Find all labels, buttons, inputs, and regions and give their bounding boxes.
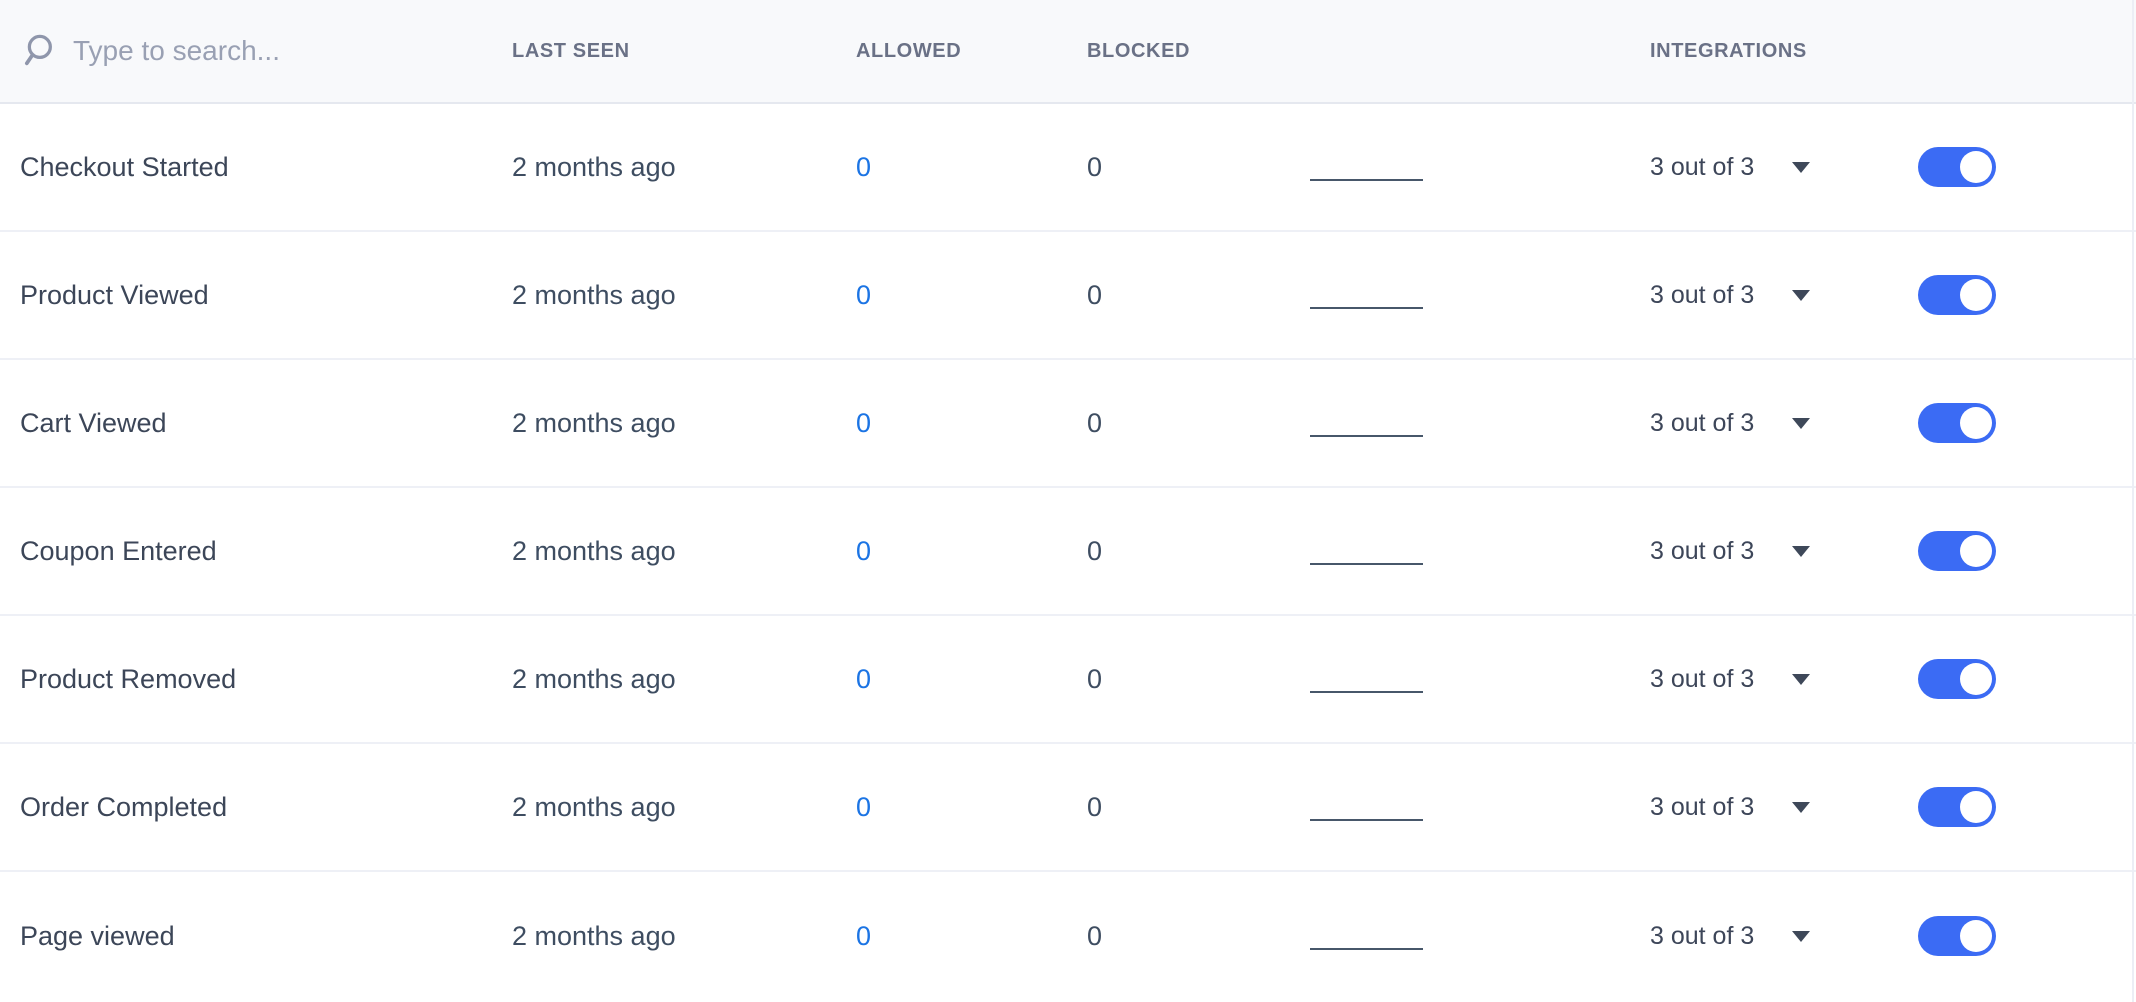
toggle-knob <box>1960 279 1992 311</box>
integrations-count: 3 out of 3 <box>1650 921 1755 950</box>
toggle-knob <box>1960 663 1992 695</box>
last-seen-value: 2 months ago <box>512 151 676 182</box>
integrations-dropdown[interactable]: 3 out of 3 <box>1643 153 1918 182</box>
integrations-dropdown[interactable]: 3 out of 3 <box>1643 665 1918 694</box>
integrations-count: 3 out of 3 <box>1650 152 1755 181</box>
activity-sparkline <box>1310 948 1423 950</box>
activity-sparkline <box>1310 819 1423 821</box>
event-name[interactable]: Order Completed <box>20 791 228 822</box>
toggle-knob <box>1960 151 1992 183</box>
event-name[interactable]: Cart Viewed <box>20 407 167 438</box>
table-row: Page viewed 2 months ago 0 0 3 out of 3 <box>0 872 2136 1000</box>
integrations-dropdown[interactable]: 3 out of 3 <box>1643 409 1918 438</box>
table-row: Order Completed 2 months ago 0 0 3 out o… <box>0 744 2136 872</box>
event-name[interactable]: Product Viewed <box>20 279 209 310</box>
event-enabled-toggle[interactable] <box>1918 659 1996 699</box>
allowed-count-link[interactable]: 0 <box>856 663 872 694</box>
chevron-down-icon <box>1792 417 1811 429</box>
event-enabled-toggle[interactable] <box>1918 275 1996 315</box>
integrations-count: 3 out of 3 <box>1650 536 1755 565</box>
table-row: Coupon Entered 2 months ago 0 0 3 out of… <box>0 488 2136 616</box>
allowed-count-link[interactable]: 0 <box>856 791 872 822</box>
allowed-count-link[interactable]: 0 <box>856 535 872 566</box>
allowed-count-link[interactable]: 0 <box>856 151 872 182</box>
blocked-count: 0 <box>1087 151 1103 182</box>
table-body: Checkout Started 2 months ago 0 0 3 out … <box>0 104 2136 1000</box>
chevron-down-icon <box>1792 930 1811 942</box>
allowed-count-link[interactable]: 0 <box>856 279 872 310</box>
allowed-count-link[interactable]: 0 <box>856 407 872 438</box>
event-name[interactable]: Checkout Started <box>20 151 229 182</box>
activity-sparkline <box>1310 563 1423 565</box>
integrations-count: 3 out of 3 <box>1650 792 1755 821</box>
event-name[interactable]: Coupon Entered <box>20 535 217 566</box>
blocked-count: 0 <box>1087 663 1103 694</box>
event-enabled-toggle[interactable] <box>1918 787 1996 827</box>
last-seen-value: 2 months ago <box>512 791 676 822</box>
integrations-dropdown[interactable]: 3 out of 3 <box>1643 922 1918 951</box>
event-name[interactable]: Page viewed <box>20 920 175 951</box>
event-enabled-toggle[interactable] <box>1918 147 1996 187</box>
column-header-allowed: ALLOWED <box>856 39 962 62</box>
toggle-knob <box>1960 407 1992 439</box>
column-header-integrations: INTEGRATIONS <box>1650 39 1807 62</box>
blocked-count: 0 <box>1087 407 1103 438</box>
table-row: Checkout Started 2 months ago 0 0 3 out … <box>0 104 2136 232</box>
toggle-knob <box>1960 791 1992 823</box>
chevron-down-icon <box>1792 289 1811 301</box>
blocked-count: 0 <box>1087 920 1103 951</box>
integrations-dropdown[interactable]: 3 out of 3 <box>1643 537 1918 566</box>
toggle-knob <box>1960 920 1992 952</box>
table-row: Product Viewed 2 months ago 0 0 3 out of… <box>0 232 2136 360</box>
activity-sparkline <box>1310 179 1423 181</box>
integrations-dropdown[interactable]: 3 out of 3 <box>1643 793 1918 822</box>
integrations-count: 3 out of 3 <box>1650 280 1755 309</box>
search-field[interactable] <box>0 33 512 69</box>
event-enabled-toggle[interactable] <box>1918 403 1996 443</box>
last-seen-value: 2 months ago <box>512 920 676 951</box>
column-header-blocked: BLOCKED <box>1087 39 1191 62</box>
integrations-count: 3 out of 3 <box>1650 664 1755 693</box>
chevron-down-icon <box>1792 161 1811 173</box>
blocked-count: 0 <box>1087 535 1103 566</box>
chevron-down-icon <box>1792 673 1811 685</box>
table-row: Cart Viewed 2 months ago 0 0 3 out of 3 <box>0 360 2136 488</box>
toggle-knob <box>1960 535 1992 567</box>
last-seen-value: 2 months ago <box>512 663 676 694</box>
column-header-last-seen: LAST SEEN <box>512 39 630 62</box>
event-name[interactable]: Product Removed <box>20 663 237 694</box>
table-row: Product Removed 2 months ago 0 0 3 out o… <box>0 616 2136 744</box>
chevron-down-icon <box>1792 545 1811 557</box>
allowed-count-link[interactable]: 0 <box>856 920 872 951</box>
last-seen-value: 2 months ago <box>512 535 676 566</box>
blocked-count: 0 <box>1087 791 1103 822</box>
activity-sparkline <box>1310 691 1423 693</box>
chevron-down-icon <box>1792 801 1811 813</box>
last-seen-value: 2 months ago <box>512 407 676 438</box>
activity-sparkline <box>1310 435 1423 437</box>
search-input[interactable] <box>73 35 473 67</box>
event-enabled-toggle[interactable] <box>1918 916 1996 956</box>
activity-sparkline <box>1310 307 1423 309</box>
integrations-dropdown[interactable]: 3 out of 3 <box>1643 281 1918 310</box>
blocked-count: 0 <box>1087 279 1103 310</box>
search-icon <box>22 33 56 69</box>
last-seen-value: 2 months ago <box>512 279 676 310</box>
table-header: LAST SEEN ALLOWED BLOCKED INTEGRATIONS <box>0 0 2136 104</box>
integrations-count: 3 out of 3 <box>1650 408 1755 437</box>
event-enabled-toggle[interactable] <box>1918 531 1996 571</box>
